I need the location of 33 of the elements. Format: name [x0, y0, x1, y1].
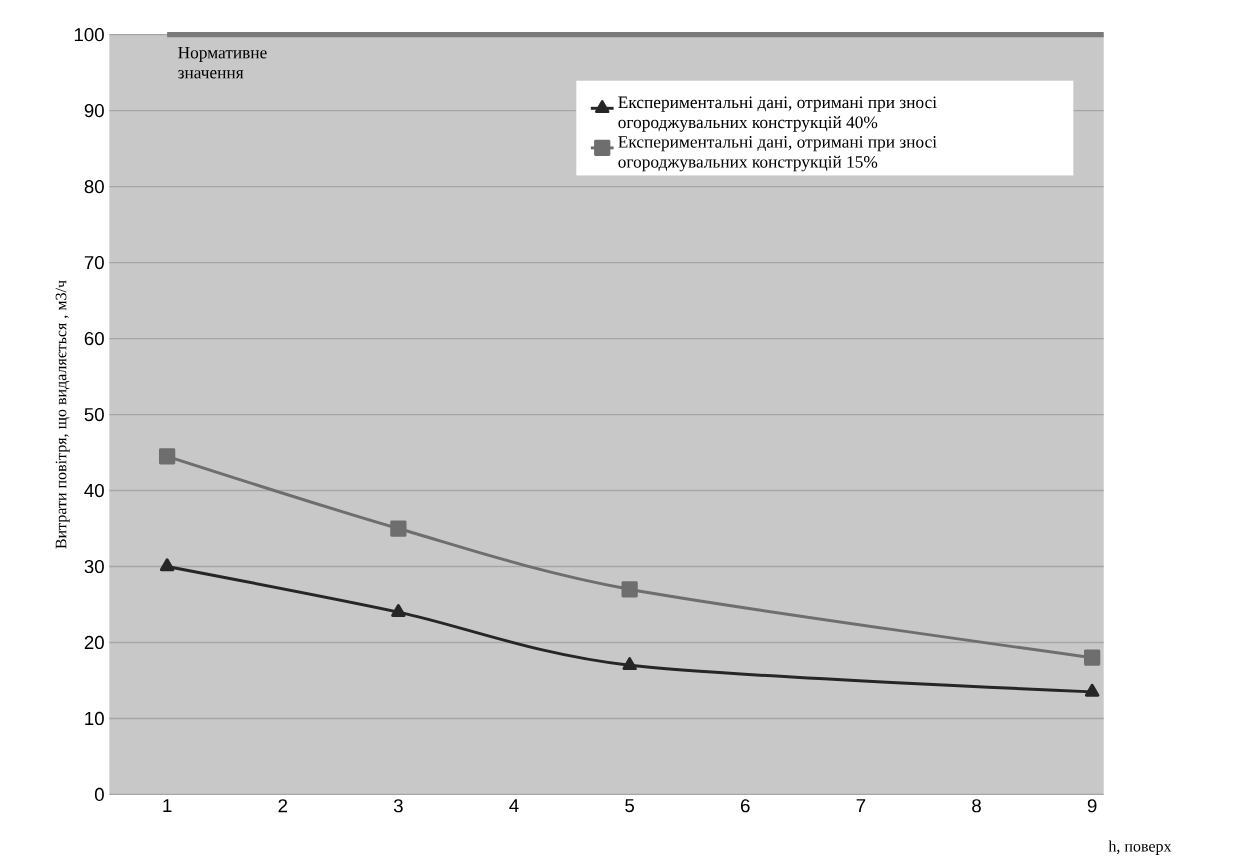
legend-label: Експериментальні дані, отримані при зносі огороджувальних конструкцій 40%	[618, 96, 937, 132]
x-tick-label: 5	[625, 799, 635, 813]
x-tick-label: 3	[393, 798, 403, 813]
y-tick-label: 0	[94, 787, 104, 801]
y-tick-label: 100	[74, 27, 104, 42]
x-tick-label: 7	[856, 799, 866, 812]
y-tick-label: 70	[84, 255, 104, 270]
legend-label: Експериментальні дані, отримані при зносі огороджувальних конструкцій 15%	[618, 135, 937, 172]
point	[621, 581, 638, 598]
y-tick-label: 90	[84, 103, 104, 118]
point	[158, 448, 176, 465]
x-tick-label: 6	[741, 798, 750, 813]
x-axis-title: h, поверх	[1108, 840, 1172, 855]
y-tick-label: 50	[84, 407, 104, 421]
y-tick-label: 30	[84, 559, 104, 573]
ref-line-label: Нормативне значення	[178, 46, 267, 79]
x-tick-label: 9	[1087, 798, 1097, 813]
x-tick-label: 4	[509, 799, 519, 812]
point	[622, 656, 637, 670]
y-tick-label: 20	[84, 635, 104, 649]
y-tick-label: 10	[85, 711, 104, 725]
x-tick-label: 8	[972, 798, 981, 813]
y-tick-label: 40	[84, 483, 104, 497]
point	[390, 520, 407, 537]
point	[159, 558, 175, 572]
y-tick-label: 60	[84, 331, 104, 346]
point	[1084, 683, 1100, 697]
point	[1084, 649, 1101, 666]
x-tick-label: 1	[163, 799, 172, 812]
y-axis-title: Витрати повітря, що видаляється , м3/ч	[55, 280, 70, 549]
y-tick-label: 80	[84, 179, 104, 194]
point	[391, 603, 406, 617]
x-tick-label: 2	[278, 798, 288, 813]
